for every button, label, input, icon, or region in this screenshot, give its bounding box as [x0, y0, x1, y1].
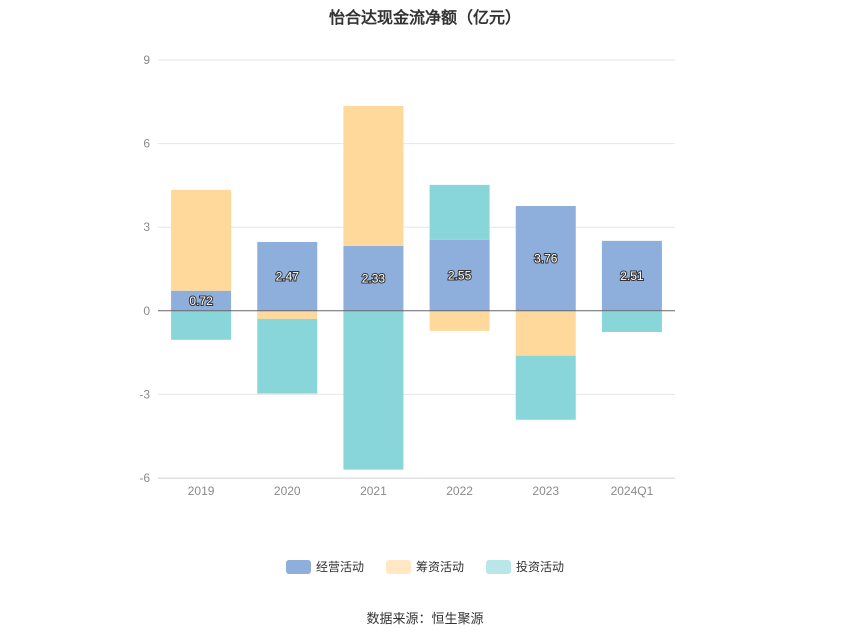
data-label: 3.76 [534, 251, 558, 265]
legend-label: 经营活动 [315, 560, 364, 574]
x-tick-label: 2019 [188, 484, 215, 498]
legend-swatch [385, 559, 411, 574]
bar-operating-2024Q1[interactable] [601, 240, 662, 311]
x-tick-label: 2021 [360, 484, 387, 498]
bar-investing-2021[interactable] [343, 310, 404, 470]
legend-swatch [486, 559, 511, 574]
legend-label: 投资活动 [516, 560, 565, 574]
chart-title: 怡合达现金流净额（亿元） [328, 8, 521, 27]
bar-financing-2019[interactable] [171, 189, 232, 291]
bar-operating-2019[interactable] [171, 290, 232, 311]
bar-financing-2020[interactable] [257, 310, 318, 319]
data-source: 数据来源：恒生聚源 [366, 612, 484, 627]
legend-swatch [285, 559, 311, 574]
bar-investing-2020[interactable] [257, 318, 318, 394]
x-tick-label: 2024Q1 [611, 484, 654, 498]
bar-operating-2020[interactable] [257, 241, 318, 311]
bar-operating-2021[interactable] [343, 245, 404, 311]
data-label: 0.72 [189, 294, 213, 308]
bar-financing-2021[interactable] [343, 105, 404, 246]
bar-operating-2023[interactable] [515, 206, 576, 311]
y-tick-label: 0 [143, 304, 150, 318]
y-tick-label: 9 [143, 53, 150, 67]
y-tick-label: -6 [139, 471, 150, 485]
y-tick-label: 6 [143, 137, 150, 151]
bar-investing-2023[interactable] [515, 355, 576, 420]
x-tick-label: 2020 [274, 484, 301, 498]
data-label: 2.51 [620, 269, 644, 283]
y-tick-label: -3 [139, 387, 150, 401]
legend-item-investing[interactable]: 投资活动 [486, 558, 564, 575]
bar-investing-2019[interactable] [171, 310, 232, 340]
bar-financing-2022[interactable] [429, 310, 490, 331]
legend-item-operating[interactable]: 经营活动 [285, 558, 364, 575]
x-tick-label: 2023 [532, 484, 559, 498]
y-tick-label: 3 [143, 220, 150, 234]
bar-financing-2023[interactable] [515, 310, 576, 356]
x-tick-label: 2022 [446, 484, 473, 498]
bar-investing-2024Q1[interactable] [601, 311, 662, 332]
chart-legend: 经营活动 筹资活动 投资活动 [0, 558, 850, 575]
data-label: 2.33 [362, 271, 386, 285]
legend-item-financing[interactable]: 筹资活动 [385, 558, 464, 575]
legend-label: 筹资活动 [415, 560, 464, 574]
bar-operating-2022[interactable] [429, 239, 490, 311]
bar-investing-2022[interactable] [429, 184, 490, 240]
data-label: 2.55 [448, 268, 472, 282]
data-label: 2.47 [276, 269, 300, 283]
